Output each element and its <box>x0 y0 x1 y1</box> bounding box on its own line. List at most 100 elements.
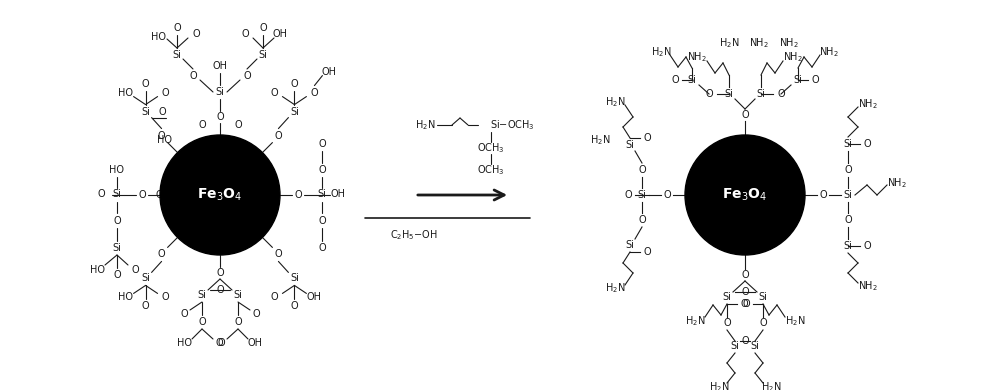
Text: O: O <box>318 243 326 253</box>
Text: H$_2$N: H$_2$N <box>719 36 739 50</box>
Text: O: O <box>234 120 242 130</box>
Text: O: O <box>643 133 651 143</box>
Text: O: O <box>158 250 165 259</box>
Text: O: O <box>275 250 282 259</box>
Text: Si: Si <box>216 87 224 97</box>
Text: O: O <box>741 270 749 280</box>
Text: O: O <box>162 292 169 302</box>
Text: HO: HO <box>150 32 166 42</box>
Text: O: O <box>142 301 149 312</box>
Text: H$_2$N: H$_2$N <box>590 133 610 147</box>
Text: O: O <box>759 318 767 328</box>
Text: H$_2$N: H$_2$N <box>605 281 625 295</box>
Text: O: O <box>705 89 713 99</box>
Text: OH: OH <box>322 67 337 76</box>
Text: O: O <box>741 336 749 346</box>
Text: O: O <box>155 190 163 200</box>
Text: Si: Si <box>757 89 765 99</box>
Text: O: O <box>113 216 121 226</box>
Text: O: O <box>741 287 749 297</box>
Text: Si: Si <box>688 75 696 85</box>
Text: O: O <box>215 338 223 348</box>
Text: O: O <box>198 120 206 130</box>
Text: NH$_2$: NH$_2$ <box>783 50 803 64</box>
Text: O: O <box>180 309 188 319</box>
Text: O: O <box>663 190 671 200</box>
Text: Si: Si <box>844 190 852 200</box>
Text: O: O <box>97 189 105 199</box>
Text: O: O <box>271 88 278 98</box>
Text: H$_2$N: H$_2$N <box>651 45 671 59</box>
Text: Si: Si <box>234 290 242 300</box>
Text: NH$_2$: NH$_2$ <box>858 279 878 293</box>
Text: Si: Si <box>141 273 150 284</box>
Text: Si: Si <box>844 241 852 251</box>
Text: HO: HO <box>90 265 105 275</box>
Text: HO: HO <box>178 338 192 348</box>
Text: Si: Si <box>759 292 767 302</box>
Text: Si: Si <box>723 292 731 302</box>
Text: O: O <box>173 23 181 33</box>
Text: Si: Si <box>113 243 121 253</box>
Text: O: O <box>318 139 326 149</box>
Text: HO: HO <box>109 165 124 175</box>
Text: Si: Si <box>638 190 646 200</box>
Text: O: O <box>234 317 242 327</box>
Text: OH: OH <box>272 29 288 39</box>
Text: O: O <box>742 299 750 309</box>
Text: O: O <box>291 78 298 89</box>
Text: H$_2$N: H$_2$N <box>785 314 805 328</box>
Circle shape <box>685 135 805 255</box>
Text: O: O <box>863 139 871 149</box>
Text: Si: Si <box>725 89 733 99</box>
Circle shape <box>160 135 280 255</box>
Text: O: O <box>863 241 871 251</box>
Text: O: O <box>113 270 121 280</box>
Text: O: O <box>142 78 149 89</box>
Text: H$_2$N: H$_2$N <box>685 314 705 328</box>
Text: NH$_2$: NH$_2$ <box>749 36 769 50</box>
Text: NH$_2$: NH$_2$ <box>779 36 799 50</box>
Text: O: O <box>189 71 197 81</box>
Text: OCH$_3$: OCH$_3$ <box>477 141 505 155</box>
Text: OH: OH <box>248 338 262 348</box>
Text: Si: Si <box>731 341 739 351</box>
Text: C$_2$H$_5$$-$OH: C$_2$H$_5$$-$OH <box>390 228 438 242</box>
Text: O: O <box>844 165 852 175</box>
Text: Si: Si <box>198 290 206 300</box>
Text: O: O <box>243 71 251 81</box>
Text: O: O <box>819 190 827 200</box>
Text: Si: Si <box>113 189 121 199</box>
Text: O: O <box>740 299 748 309</box>
Text: O: O <box>777 89 785 99</box>
Text: OH: OH <box>331 189 346 199</box>
Text: Fe$_3$O$_4$: Fe$_3$O$_4$ <box>197 187 243 203</box>
Text: NH$_2$: NH$_2$ <box>819 45 839 59</box>
Text: O: O <box>192 29 200 39</box>
Text: O: O <box>158 131 165 140</box>
Text: Si: Si <box>259 50 267 60</box>
Text: O: O <box>294 190 302 200</box>
Text: Si: Si <box>173 50 181 60</box>
Text: Fe$_3$O$_4$: Fe$_3$O$_4$ <box>722 187 768 203</box>
Text: O: O <box>844 215 852 225</box>
Text: O: O <box>159 106 166 117</box>
Text: O: O <box>271 292 278 302</box>
Text: Si: Si <box>751 341 759 351</box>
Text: Si: Si <box>794 75 802 85</box>
Text: Si: Si <box>626 240 634 250</box>
Text: H$_2$N: H$_2$N <box>415 118 435 132</box>
Text: OH: OH <box>213 61 228 71</box>
Text: NH$_2$: NH$_2$ <box>858 97 878 111</box>
Text: O: O <box>638 165 646 175</box>
Text: O: O <box>318 165 326 175</box>
Text: O: O <box>318 216 326 226</box>
Text: Si: Si <box>318 189 326 199</box>
Text: Si: Si <box>290 106 299 117</box>
Text: HO: HO <box>158 135 173 145</box>
Text: Si: Si <box>626 140 634 150</box>
Text: Si$-$OCH$_3$: Si$-$OCH$_3$ <box>490 118 535 132</box>
Text: O: O <box>216 285 224 295</box>
Text: O: O <box>217 338 225 348</box>
Text: O: O <box>216 112 224 122</box>
